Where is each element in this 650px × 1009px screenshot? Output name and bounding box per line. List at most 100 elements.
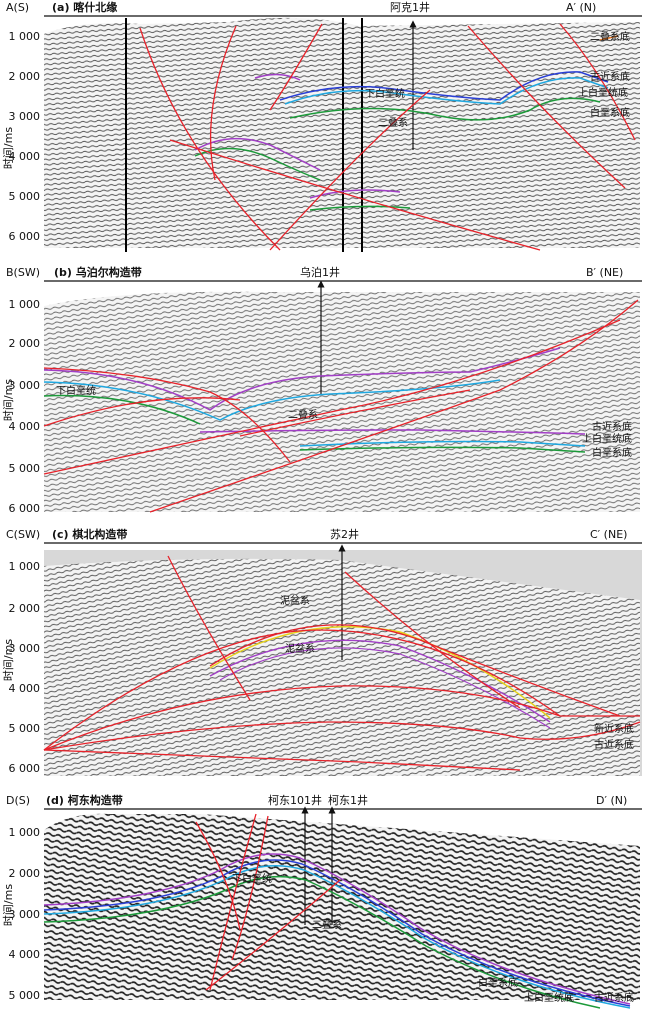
panel-d-yticks: 1 000 2 000 3 000 4 000 5 000 [9,826,41,1002]
panel-d-title: (d) 柯东构造带 [46,793,123,807]
panel-c-fault [167,555,251,701]
panel-a-horizon-label: 二叠系底 [590,30,630,43]
panel-b-horizon-label: 古近系底 [592,420,632,433]
panel-d-fault [231,815,269,961]
panel-d-well-label: 柯东101井 [268,793,322,807]
panel-c-ytick: 2 000 [9,602,41,615]
panel-a-fault [467,25,626,189]
panel-c-ytick: 6 000 [9,762,41,775]
panel-d-horizon-label: 二叠系 [312,919,342,931]
panel-b-ytick: 2 000 [9,337,41,350]
panel-b-faults [43,299,639,513]
panel-c-ytick: 5 000 [9,722,41,735]
panel-a-right-code: A′ (N) [566,1,596,14]
panel-b-horizon-upper-cretaceous-base [299,440,586,447]
panel-a-horizon-permian-base [599,35,619,41]
panel-a-ytick: 1 000 [9,30,41,43]
panel-d-horizon-upper-cretaceous-base [43,865,631,1009]
panel-c-ytick: 4 000 [9,682,41,695]
panel-b-horizon-label: 白垩系底 [592,446,632,459]
panel-b-ylabel: 时间/ms [2,379,15,421]
panel-a-ytick: 2 000 [9,70,41,83]
panel-b-ytick: 3 000 [9,379,41,392]
panel-c-yticks: 1 000 2 000 3 000 4 000 5 000 6 000 [9,560,41,775]
panel-b-horizon-label: 二叠系 [288,409,318,421]
panel-b-horizon-label: 上白垩统底 [582,432,632,445]
panel-a-ytick: 4 000 [9,150,41,163]
panel-c-horizon-label: 泥盆系 [285,642,315,655]
panel-a-horizon-cretaceous-base [309,205,411,211]
panel-d-horizon-label: 古近系底 [594,991,634,1004]
panel-c-horizon-neogene-base [209,625,551,719]
panel-b-seismic-section [44,291,640,512]
panel-a-horizon-cretaceous-base [194,147,321,181]
panel-b-ytick: 5 000 [9,462,41,475]
panel-a-fault [209,25,237,181]
panel-b-left-code: B(SW) [6,266,40,279]
panel-d: D(S) (d) 柯东构造带 D′ (N) 柯东101井 柯东1井 时间/ms … [2,793,642,1009]
panel-b-horizon-paleogene-base [199,429,586,435]
panel-a-horizon-label: 白垩系底 [590,106,630,119]
panel-d-horizon-label: 白垩系底 [478,976,518,989]
panel-a-horizon-lower-cretaceous [254,73,301,81]
panel-a-horizon-upper-cretaceous-base [284,77,609,105]
panel-d-ylabel: 时间/ms [2,884,15,926]
panel-a-horizon-label: 古近系底 [590,70,630,83]
panel-c-left-code: C(SW) [6,528,40,541]
panel-c-horizon-label: 泥盆系 [280,594,310,607]
panel-b-fault [43,397,241,427]
panel-b-right-code: B′ (NE) [586,266,623,279]
panel-c-title: (c) 棋北构造带 [52,527,127,541]
panel-d-horizon-label: 上白垩统底 [524,991,574,1004]
panel-d-horizon-cretaceous-base [43,875,601,1009]
panel-a: A(S) (a) 喀什北缘 A′ (N) 阿克1井 时间/ms 1 000 2 … [2,0,642,252]
panel-c-fault [43,749,521,771]
panel-a-ylabel: 时间/ms [2,127,15,169]
panel-d-faults [195,813,341,991]
panel-b-well-label: 乌泊1井 [300,265,340,279]
panel-d-ytick: 1 000 [9,826,41,839]
panel-a-ytick: 3 000 [9,110,41,123]
panel-a-horizon-label: 上白垩统底 [578,86,628,99]
panel-d-ytick: 2 000 [9,867,41,880]
panel-a-fault [559,23,636,141]
panel-c-fault [43,629,640,751]
panel-a-horizon-lower-cretaceous [194,137,321,171]
panel-c-horizon-label: 古近系底 [594,738,634,751]
panel-a-ytick: 6 000 [9,230,41,243]
panel-b-horizon-cretaceous-base [43,394,201,425]
panel-c-fault [43,721,641,751]
panel-c-ytick: 1 000 [9,560,41,573]
panel-d-fault [209,813,257,991]
panel-b-ytick: 6 000 [9,502,41,515]
panel-d-left-code: D(S) [6,794,30,807]
panel-a-horizon-paleogene-base [279,71,609,101]
panel-b-horizon-lower-cretaceous [43,347,561,411]
panel-c-well-label: 苏2井 [330,527,359,541]
panel-c-horizon-label: 新近系底 [594,722,634,735]
panel-d-ytick: 5 000 [9,989,41,1002]
panel-d-horizon-lower-cretaceous [43,853,631,1005]
panel-c: C(SW) (c) 棋北构造带 C′ (NE) 苏2井 时间/ms 1 000 … [2,527,642,776]
panel-a-fault [269,89,431,251]
panel-a-fault [169,139,541,251]
panel-d-fault [195,821,241,931]
panel-b: B(SW) (b) 乌泊尔构造带 B′ (NE) 乌泊1井 时间/ms 1 00… [2,265,642,515]
panel-b-fault [149,299,639,513]
panel-c-faults [43,555,641,771]
panel-b-horizon-label: 下白垩统 [56,384,96,397]
panel-d-horizon-paleogene-base [43,859,631,1007]
panel-c-fault [209,624,621,717]
panel-a-fault [139,27,281,251]
panel-c-fault [43,685,561,751]
panel-a-fault [269,23,323,111]
panel-a-left-code: A(S) [6,1,29,14]
panel-c-horizon-paleogene-base [209,639,551,723]
panel-d-ytick: 3 000 [9,908,41,921]
panel-c-right-code: C′ (NE) [590,528,627,541]
panel-b-fault [43,319,621,475]
panel-c-seismic-section [44,558,640,776]
panel-a-horizon-label: 下白垩统 [365,87,405,100]
panel-a-ytick: 5 000 [9,190,41,203]
